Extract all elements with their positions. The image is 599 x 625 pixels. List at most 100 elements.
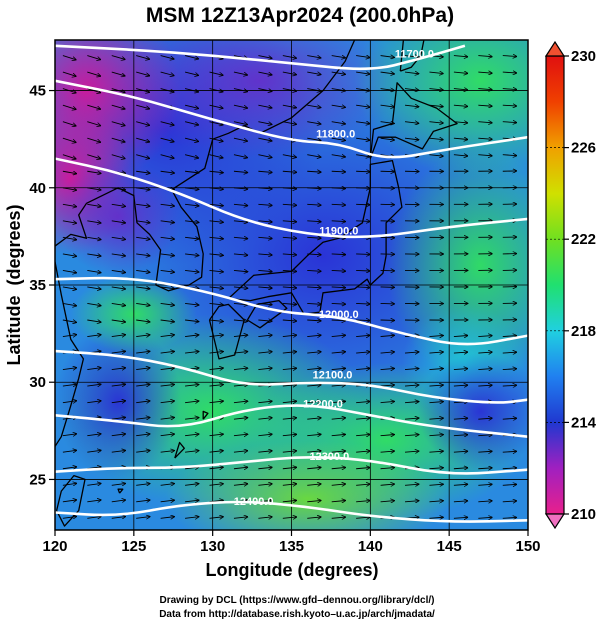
wind-arrow — [209, 104, 224, 108]
wind-arrow — [331, 451, 346, 452]
wind-arrow — [62, 303, 77, 305]
wind-arrow — [331, 401, 346, 402]
wind-arrow — [136, 287, 150, 289]
wind-arrow — [502, 89, 517, 90]
wind-arrow — [160, 368, 175, 370]
wind-arrow — [258, 287, 272, 288]
wind-arrow — [356, 434, 370, 435]
colorbar-tick-label: 210 — [571, 506, 596, 523]
wind-arrow — [453, 468, 468, 469]
wind-arrow — [331, 385, 346, 386]
wind-arrow — [478, 89, 492, 90]
wind-arrow — [380, 385, 395, 386]
wind-arrow — [502, 72, 517, 73]
wind-arrow — [404, 89, 419, 91]
wind-arrow — [282, 517, 297, 518]
wind-arrow — [62, 154, 76, 159]
wind-arrow — [233, 484, 248, 486]
plot-area: 11700.0 11800.0 11900.0 12000.0 12100.0 12200… — [55, 40, 528, 530]
wind-arrow — [87, 270, 101, 272]
wind-arrow — [87, 121, 100, 126]
wind-arrow — [87, 55, 100, 60]
height-contour-line — [55, 500, 528, 523]
wind-arrow — [160, 254, 175, 256]
wind-arrow — [404, 72, 419, 74]
wind-arrow — [429, 105, 443, 106]
wind-arrow — [307, 155, 321, 157]
wind-arrow — [111, 104, 125, 109]
wind-arrow — [87, 516, 101, 518]
wind-arrow — [87, 500, 101, 502]
wind-arrow — [184, 137, 199, 141]
wind-arrow — [453, 105, 468, 106]
wind-arrow — [453, 451, 468, 452]
heatmap-cell — [55, 158, 182, 276]
wind-arrow — [258, 401, 272, 402]
wind-arrow — [136, 335, 150, 337]
wind-arrow — [160, 517, 175, 519]
wind-arrow — [282, 401, 297, 402]
wind-arrow — [282, 71, 297, 75]
wind-arrow — [502, 451, 517, 452]
wind-arrow — [453, 352, 468, 353]
wind-arrow — [356, 287, 370, 288]
wind-arrow — [258, 55, 272, 59]
wind-arrow — [209, 517, 224, 519]
wind-arrow — [282, 55, 297, 59]
wind-arrow — [282, 254, 297, 255]
wind-arrow — [307, 385, 321, 386]
x-tick-label: 135 — [279, 538, 304, 555]
coastline — [55, 261, 85, 448]
wind-arrow — [380, 434, 395, 435]
height-contour-line — [55, 79, 528, 159]
wind-arrow — [160, 451, 175, 453]
wind-arrow — [87, 171, 101, 173]
wind-arrow — [356, 320, 370, 321]
wind-arrow — [307, 105, 321, 107]
coastline — [202, 410, 209, 420]
wind-arrow — [233, 121, 248, 125]
wind-arrow — [233, 320, 248, 321]
wind-arrow — [404, 501, 419, 502]
wind-arrow — [87, 384, 101, 386]
wind-arrow — [209, 385, 224, 387]
wind-arrow — [331, 138, 346, 140]
wind-arrow — [331, 155, 346, 157]
wind-arrow — [331, 72, 346, 74]
wind-arrow — [258, 467, 272, 468]
wind-arrow — [136, 484, 150, 486]
wind-arrow — [185, 451, 199, 453]
wind-arrow — [282, 104, 297, 108]
wind-arrow — [429, 402, 443, 403]
wind-arrow — [233, 434, 248, 436]
wind-arrow — [429, 89, 443, 90]
wind-arrow — [356, 501, 370, 502]
wind-arrow — [111, 517, 126, 519]
wind-arrow — [331, 270, 346, 271]
wind-arrow — [185, 401, 199, 403]
wind-arrow — [87, 303, 101, 305]
wind-arrow — [380, 501, 395, 502]
colorbar-max-arrow — [544, 40, 566, 57]
x-tick-label: 150 — [515, 538, 540, 555]
wind-arrow — [62, 204, 77, 206]
wind-arrow — [478, 501, 492, 502]
wind-arrow — [502, 105, 517, 106]
wind-arrow — [185, 320, 199, 322]
wind-arrow — [453, 484, 468, 485]
wind-arrow — [136, 121, 149, 126]
wind-arrow — [282, 204, 297, 205]
wind-arrow — [87, 71, 100, 76]
wind-arrow — [404, 385, 419, 386]
wind-arrow — [209, 287, 224, 288]
credit-drawing: Drawing by DCL (https://www.gfd–dennou.o… — [159, 595, 434, 606]
wind-arrow — [356, 368, 370, 369]
wind-arrow — [209, 254, 224, 255]
wind-arrow — [380, 105, 395, 107]
wind-arrow — [209, 335, 224, 337]
wind-arrow — [258, 254, 272, 255]
wind-arrow — [478, 517, 492, 518]
wind-arrow — [184, 55, 199, 59]
wind-arrow — [282, 385, 297, 386]
wind-arrow — [111, 270, 126, 272]
